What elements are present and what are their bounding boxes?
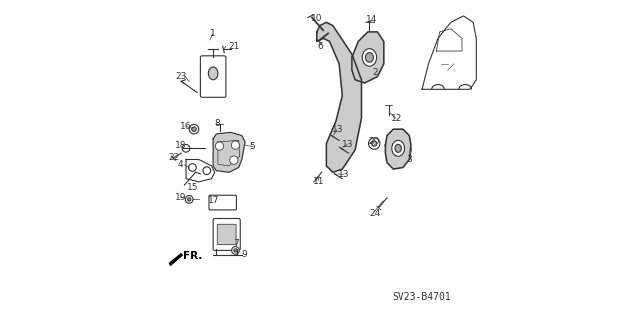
Text: 15: 15 [187, 183, 198, 192]
Circle shape [230, 156, 238, 164]
FancyBboxPatch shape [200, 56, 226, 97]
Circle shape [234, 249, 237, 252]
Circle shape [232, 247, 239, 254]
FancyBboxPatch shape [218, 224, 236, 245]
Circle shape [192, 127, 196, 131]
Ellipse shape [392, 140, 404, 156]
Text: 22: 22 [168, 153, 180, 162]
Polygon shape [352, 32, 384, 83]
Text: 3: 3 [406, 155, 412, 164]
Polygon shape [385, 129, 411, 169]
Text: 10: 10 [312, 14, 323, 23]
Text: 2: 2 [372, 68, 378, 77]
Text: 19: 19 [175, 193, 186, 202]
Circle shape [188, 198, 191, 201]
Text: 14: 14 [365, 15, 377, 24]
Ellipse shape [209, 67, 218, 80]
Text: 23: 23 [176, 72, 187, 81]
Text: 24: 24 [369, 209, 381, 218]
Circle shape [182, 145, 190, 152]
Text: 7: 7 [233, 239, 239, 248]
Circle shape [189, 124, 199, 134]
Text: 16: 16 [180, 122, 192, 131]
Text: 4: 4 [178, 160, 184, 169]
Text: 13: 13 [338, 170, 349, 179]
FancyBboxPatch shape [209, 195, 236, 210]
Polygon shape [170, 254, 182, 265]
Text: 17: 17 [208, 196, 220, 205]
Circle shape [216, 142, 223, 150]
Circle shape [231, 141, 239, 149]
Text: FR.: FR. [184, 251, 203, 261]
Text: 11: 11 [313, 177, 324, 186]
Polygon shape [213, 132, 245, 172]
Text: 20: 20 [369, 137, 380, 146]
Text: 12: 12 [391, 114, 403, 122]
Ellipse shape [395, 144, 401, 152]
Circle shape [203, 167, 211, 174]
Text: 18: 18 [175, 141, 186, 150]
Text: 5: 5 [249, 142, 255, 151]
Ellipse shape [362, 49, 376, 66]
Text: 6: 6 [318, 42, 323, 51]
Circle shape [189, 164, 196, 171]
Text: 9: 9 [242, 250, 248, 259]
Text: 21: 21 [228, 42, 239, 51]
FancyBboxPatch shape [213, 219, 240, 250]
Ellipse shape [365, 53, 373, 62]
Circle shape [372, 141, 377, 146]
Text: 13: 13 [342, 140, 354, 149]
Text: 1: 1 [210, 29, 216, 38]
Circle shape [369, 138, 380, 149]
Circle shape [186, 196, 193, 203]
Text: SV23-B4701: SV23-B4701 [393, 292, 451, 302]
Polygon shape [317, 22, 362, 172]
Text: 8: 8 [214, 119, 220, 128]
Text: 13: 13 [332, 125, 344, 134]
